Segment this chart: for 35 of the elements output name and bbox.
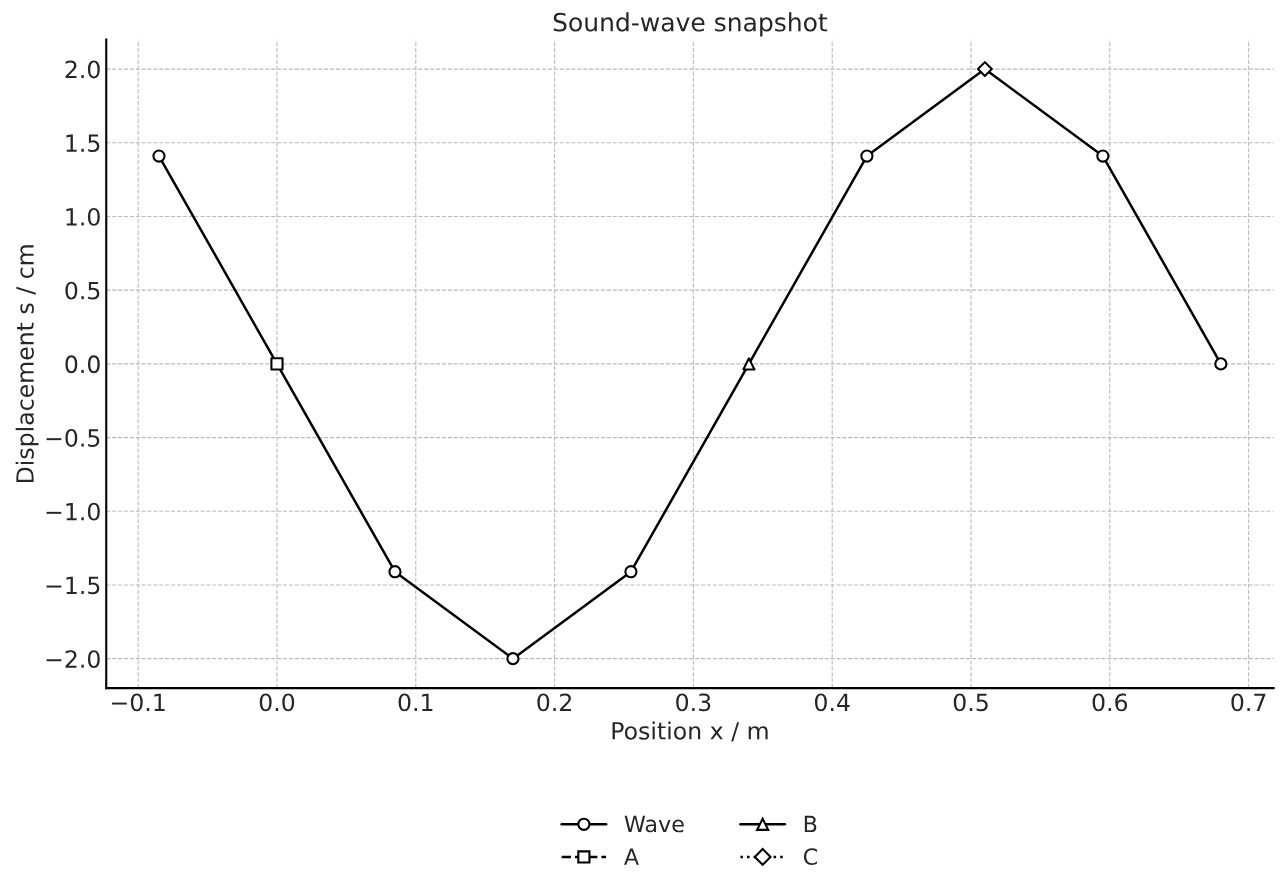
y-tick-label: −1.0 bbox=[46, 502, 100, 521]
point bbox=[152, 149, 166, 163]
y-tick-label: 0.5 bbox=[65, 281, 100, 300]
legend-label: A bbox=[624, 848, 639, 865]
point bbox=[1214, 357, 1228, 371]
point bbox=[270, 357, 284, 371]
y-tick-label: −0.5 bbox=[46, 429, 100, 447]
legend-label: B bbox=[804, 815, 817, 833]
x-tick-label: 0.4 bbox=[814, 693, 850, 712]
x-tick-label: 0.5 bbox=[953, 693, 988, 712]
legend-label: Wave bbox=[624, 815, 684, 833]
point bbox=[506, 652, 520, 666]
point bbox=[388, 565, 402, 579]
point bbox=[742, 357, 756, 371]
y-tick-label: −1.5 bbox=[46, 576, 100, 595]
x-tick-label: 0.1 bbox=[398, 693, 433, 712]
x-tick-label: 0.6 bbox=[1092, 693, 1128, 712]
x-tick-label: 0.2 bbox=[537, 693, 571, 712]
x-tick-label: 0.3 bbox=[676, 693, 711, 712]
y-tick-label: 0.0 bbox=[65, 355, 100, 374]
point bbox=[624, 565, 638, 579]
y-tick-label: 1.0 bbox=[66, 207, 100, 226]
y-tick-label: 2.0 bbox=[65, 60, 100, 79]
y-tick-label: −2.0 bbox=[46, 650, 100, 668]
legend-label: C bbox=[803, 848, 817, 865]
x-tick-label: −0.1 bbox=[112, 693, 165, 712]
x-tick-label: 0.7 bbox=[1231, 693, 1266, 712]
x-axis-title: Position x / m bbox=[612, 721, 768, 742]
y-tick-label: 1.5 bbox=[66, 134, 100, 153]
x-tick-label: 0.0 bbox=[259, 693, 295, 712]
point bbox=[860, 149, 874, 163]
point bbox=[1096, 149, 1110, 163]
y-axis-title: Displacement s / cm bbox=[15, 245, 39, 483]
point bbox=[976, 61, 993, 78]
chart-title: Sound-wave snapshot bbox=[553, 12, 828, 37]
